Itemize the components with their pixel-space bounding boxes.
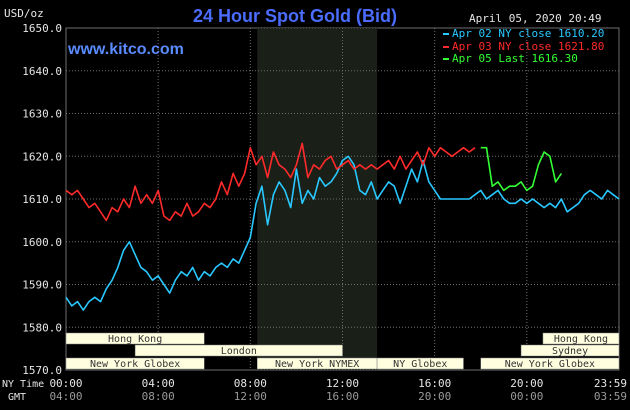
- session-label: New York Globex: [505, 359, 595, 370]
- unit-label: USD/oz: [4, 7, 44, 20]
- y-tick-label: 1650.0: [22, 22, 62, 35]
- session-label: New York Globex: [90, 359, 180, 370]
- session-label: New York NYMEX: [275, 359, 359, 370]
- legend-swatch-apr03: [443, 46, 449, 48]
- x-tick-ny: 23:59: [594, 377, 627, 390]
- y-tick-label: 1640.0: [22, 65, 62, 78]
- series-line-apr03: [65, 142, 476, 222]
- session-bar: [376, 357, 464, 370]
- chart-title: 24 Hour Spot Gold (Bid): [193, 6, 397, 26]
- x-tick-ny: 20:00: [510, 377, 543, 390]
- legend-apr02: Apr 02 NY close 1610.20: [452, 27, 604, 40]
- x-tick-gmt: 08:00: [142, 390, 175, 403]
- site-url: www.kitco.com: [67, 41, 184, 58]
- x-tick-gmt: 04:00: [49, 390, 82, 403]
- x-tick-ny: 00:00: [49, 377, 82, 390]
- series-line-apr05: [480, 146, 563, 192]
- session-bar: [65, 357, 205, 370]
- y-tick-label: 1610.0: [22, 193, 62, 206]
- legend: Apr 02 NY close 1610.20 Apr 03 NY close …: [443, 27, 604, 65]
- x-tick-ny: 16:00: [418, 377, 451, 390]
- session-label: London: [221, 346, 257, 357]
- y-tick-label: 1630.0: [22, 108, 62, 121]
- y-tick-label: 1580.0: [22, 321, 62, 334]
- session-bar: [520, 344, 620, 357]
- timestamp: April 05, 2020 20:49: [469, 12, 601, 25]
- legend-apr03: Apr 03 NY close 1621.80: [452, 40, 604, 53]
- x-tick-gmt: 16:00: [326, 390, 359, 403]
- session-bar: [134, 344, 343, 357]
- session-label: Sydney: [552, 346, 588, 357]
- ny-time-label: NY Time: [2, 379, 44, 390]
- x-tick-gmt: 00:00: [510, 390, 543, 403]
- x-tick-gmt: 20:00: [418, 390, 451, 403]
- x-tick-gmt: 03:59: [594, 390, 627, 403]
- session-bar: [542, 332, 620, 345]
- x-tick-ny: 08:00: [234, 377, 267, 390]
- session-bar: [65, 332, 205, 345]
- series-line-apr02: [65, 155, 620, 311]
- gmt-label: GMT: [8, 392, 26, 403]
- session-label: NY Globex: [393, 359, 447, 370]
- x-tick-ny: 04:00: [142, 377, 175, 390]
- legend-swatch-apr02: [443, 33, 449, 35]
- y-tick-label: 1570.0: [22, 364, 62, 377]
- session-label: Hong Kong: [554, 334, 608, 345]
- session-label: Hong Kong: [108, 334, 162, 345]
- y-tick-label: 1620.0: [22, 150, 62, 163]
- nymex-session-shade: [257, 28, 378, 370]
- x-tick-ny: 12:00: [326, 377, 359, 390]
- y-tick-label: 1600.0: [22, 236, 62, 249]
- legend-apr05: Apr 05 Last 1616.30: [452, 52, 578, 65]
- y-tick-label: 1590.0: [22, 279, 62, 292]
- session-bar: [480, 357, 620, 370]
- legend-swatch-apr05: [443, 58, 449, 60]
- x-tick-gmt: 12:00: [234, 390, 267, 403]
